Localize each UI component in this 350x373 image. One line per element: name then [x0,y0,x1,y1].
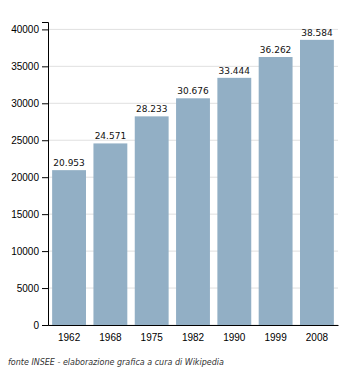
x-tick: 1999 [264,332,287,343]
data-label: 28.233 [136,104,168,114]
y-tick: 30000 [11,98,48,109]
y-tick-label: 35000 [11,61,39,72]
y-tick: 15000 [11,209,48,220]
y-tick-label: 20000 [11,172,39,183]
bar [93,143,127,325]
chart: 0 5000 10000 15000 20000 25000 30000 35000 40000… [0,0,350,373]
y-tick-mark [42,66,48,67]
y-tick: 35000 [11,61,48,72]
y-tick-mark [42,214,48,215]
y-tick-label: 15000 [11,209,39,220]
x-tick: 1975 [141,332,164,343]
y-tick: 10000 [11,246,48,257]
x-tick-label: 1975 [141,332,164,343]
y-tick-mark [42,177,48,178]
grid-line [48,66,338,67]
bar [52,170,86,325]
x-tick-label: 1990 [223,332,246,343]
y-tick-label: 0 [33,320,39,331]
x-axis: 1962 1968 1975 1982 1990 1999 2008 [49,326,339,344]
footnote: fonte INSEE - elaborazione grafica a cur… [8,358,224,367]
x-tick: 1982 [182,332,205,343]
grid-line [48,29,338,30]
x-tick: 1962 [58,332,81,343]
y-axis-line [42,23,49,326]
y-tick: 5000 [17,283,48,294]
data-label: 30.676 [177,86,209,96]
x-axis-line [49,325,339,326]
y-tick-mark [42,288,48,289]
bar [176,98,210,325]
data-label: 20.953 [53,158,84,168]
y-tick: 0 [33,320,48,331]
y-tick-label: 5000 [17,283,40,294]
data-label: 36.262 [260,45,292,55]
x-tick: 1968 [99,332,122,343]
y-tick-label: 10000 [11,246,39,257]
x-tick-label: 1999 [264,332,287,343]
y-tick: 25000 [11,135,48,146]
grid [48,29,338,325]
y-tick-mark [42,103,48,104]
y-tick-label: 25000 [11,135,39,146]
plot: 0 5000 10000 15000 20000 25000 30000 35000 40000… [11,23,338,344]
data-label: 24.571 [95,131,127,141]
x-tick: 1990 [223,332,246,343]
x-tick-label: 1962 [58,332,81,343]
y-tick-label: 30000 [11,98,39,109]
x-tick: 2008 [306,332,329,343]
bar [300,40,334,325]
y-axis: 0 5000 10000 15000 20000 25000 30000 35000 40000 [11,23,48,331]
y-tick-mark [42,251,48,252]
data-label: 38.584 [301,28,333,38]
y-tick-label: 40000 [11,24,39,35]
y-tick: 40000 [11,24,48,35]
data-label: 33.444 [219,66,251,76]
y-tick-mark [42,29,48,30]
data-labels: 20.953 24.571 28.233 30.676 33.444 36.262 38.5… [53,28,333,168]
y-tick: 20000 [11,172,48,183]
y-tick-mark [42,325,48,326]
x-tick-label: 2008 [306,332,329,343]
bar [135,116,169,325]
bar [217,78,251,325]
x-tick-label: 1968 [99,332,122,343]
bar [259,57,293,325]
bars [52,40,334,325]
y-tick-mark [42,140,48,141]
x-tick-label: 1982 [182,332,205,343]
